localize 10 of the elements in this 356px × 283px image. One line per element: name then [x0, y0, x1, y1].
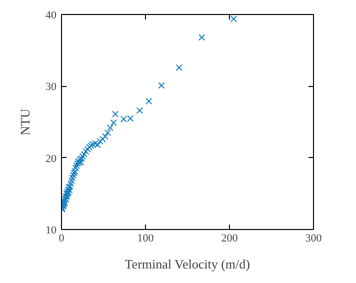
y-tick-label: 10	[46, 224, 57, 236]
x-tick-label: 0	[58, 232, 65, 244]
x-tick-label: 200	[221, 232, 238, 244]
x-tick-label: 100	[137, 232, 154, 244]
y-tick-label: 20	[46, 152, 57, 165]
x-axis-title: Terminal Velocity (m/d)	[124, 256, 250, 272]
y-tick-label: 30	[46, 81, 57, 94]
x-tick-label: 300	[305, 232, 322, 244]
y-tick-label: 40	[46, 10, 57, 22]
y-axis-title: NTU	[18, 108, 32, 136]
